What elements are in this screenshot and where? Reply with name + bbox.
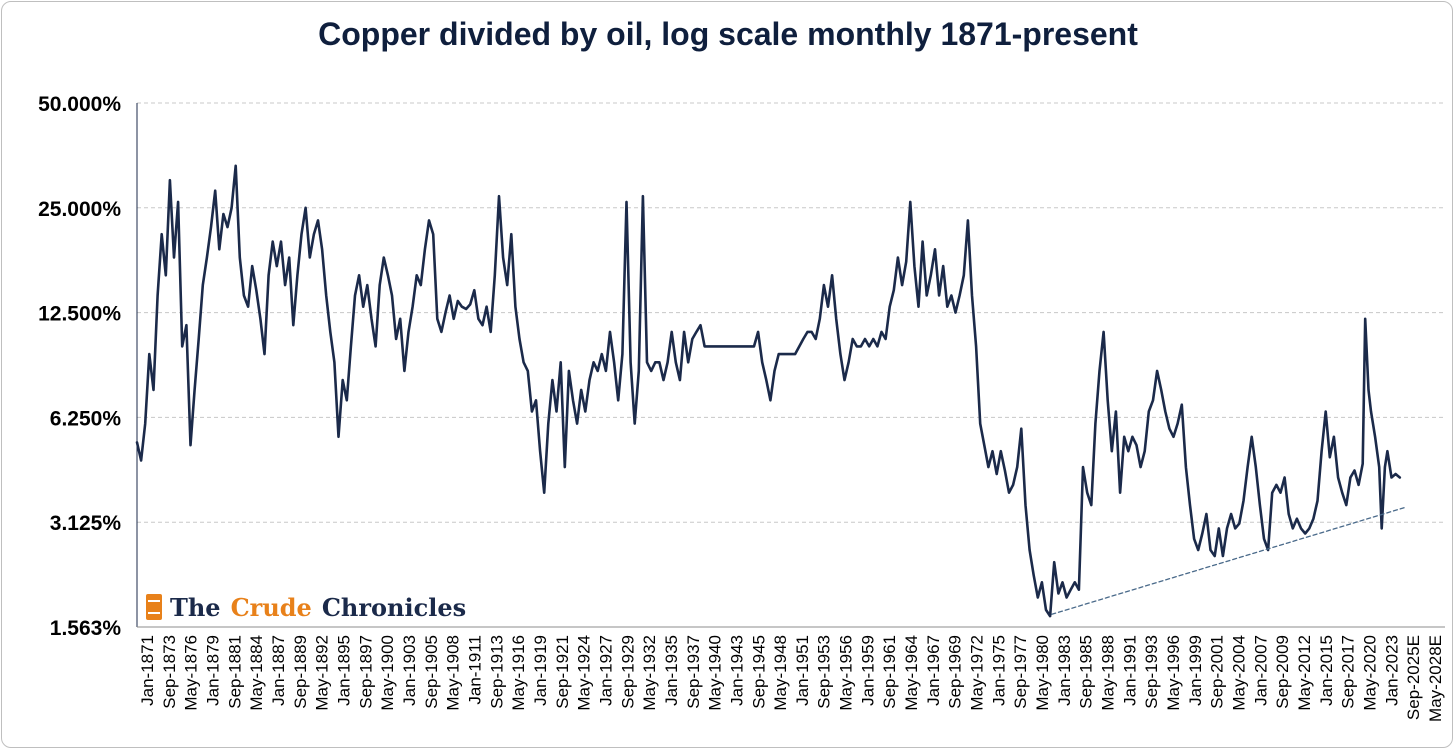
x-tick-label: May-1908 (444, 635, 463, 711)
x-tick-label: Jan-1967 (924, 635, 943, 706)
x-tick-label: Sep-1937 (684, 635, 703, 709)
x-tick-label: Jan-2023 (1382, 635, 1401, 706)
trend-line (1051, 506, 1407, 615)
x-tick-label: May-1940 (706, 635, 725, 711)
x-tick-label: Jan-1983 (1055, 635, 1074, 706)
x-tick-label: Sep-1953 (815, 635, 834, 709)
gridlines (136, 102, 1445, 628)
x-tick-label: Sep-1897 (356, 635, 375, 709)
y-tick-label: 6.250% (50, 407, 122, 430)
x-tick-label: Sep-1889 (291, 635, 310, 709)
x-tick-label: May-1916 (509, 635, 528, 711)
series-line (135, 164, 1402, 618)
x-tick-label: Sep-1961 (880, 635, 899, 709)
x-tick-label: Jan-1919 (531, 635, 550, 706)
x-tick-label: May-1964 (902, 635, 921, 711)
x-tick-label: Sep-2009 (1273, 635, 1292, 709)
x-tick-label: Jan-1895 (335, 635, 354, 706)
x-tick-label: Sep-1993 (1142, 635, 1161, 709)
x-tick-label: Jan-1935 (662, 635, 681, 706)
x-tick-label: Sep-1873 (160, 635, 179, 709)
x-tick-label: Sep-2017 (1339, 635, 1358, 709)
brand-word-crude: Crude (230, 592, 312, 622)
y-tick-label: 1.563% (50, 617, 122, 640)
brand-logo: The Crude Chronicles (146, 591, 466, 623)
x-tick-label: Jan-2007 (1251, 635, 1270, 706)
x-tick-label: Jan-1943 (727, 635, 746, 706)
x-tick-label: Jan-1903 (400, 635, 419, 706)
x-tick-label: May-1988 (1099, 635, 1118, 711)
x-tick-label: Sep-1905 (422, 635, 441, 709)
x-tick-label: Sep-1985 (1077, 635, 1096, 709)
x-tick-label: Sep-1929 (618, 635, 637, 709)
x-tick-label: Jan-1871 (138, 635, 157, 706)
x-tick-label: Jan-1999 (1186, 635, 1205, 706)
y-axis-ticks: 50.000% 25.000% 12.500% 6.250% 3.125% 1.563% (38, 93, 121, 640)
y-tick-label: 50.000% (38, 93, 121, 116)
x-tick-label: May-1996 (1164, 635, 1183, 711)
x-tick-label: Jan-1879 (204, 635, 223, 706)
y-tick-label: 3.125% (50, 512, 122, 535)
x-tick-label: Jan-1927 (596, 635, 615, 706)
x-tick-label: May-2012 (1295, 635, 1314, 711)
x-tick-label: May-1892 (313, 635, 332, 711)
x-tick-label: Jan-1911 (466, 635, 485, 705)
x-tick-label: Sep-2025E (1404, 635, 1423, 720)
y-tick-label: 25.000% (38, 198, 121, 221)
x-tick-label: May-1972 (968, 635, 987, 711)
x-tick-label: Sep-1881 (225, 635, 244, 709)
x-tick-label: May-1932 (640, 635, 659, 711)
series-layer (135, 164, 1407, 618)
x-tick-label: Sep-1913 (487, 635, 506, 709)
x-axis-ticks: Jan-1871 Sep-1873 May-1876 Jan-1879 Sep-1881… (138, 635, 1445, 722)
x-tick-label: Jan-1959 (858, 635, 877, 706)
x-tick-label: Sep-1977 (1011, 635, 1030, 709)
x-tick-label: May-1956 (837, 635, 856, 711)
x-tick-label: Sep-1921 (553, 635, 572, 709)
brand-word-the: The (170, 592, 221, 622)
x-tick-label: Jan-2015 (1317, 635, 1336, 706)
x-tick-label: Jan-1975 (989, 635, 1008, 706)
x-tick-label: May-2028E (1426, 635, 1445, 722)
x-tick-label: May-1948 (771, 635, 790, 711)
x-tick-label: Sep-1969 (946, 635, 965, 709)
brand-word-chronicles: Chronicles (321, 592, 467, 622)
x-tick-label: May-2020 (1361, 635, 1380, 711)
x-tick-label: May-2004 (1230, 635, 1249, 711)
x-tick-label: Jan-1991 (1120, 635, 1139, 706)
x-tick-label: Sep-2001 (1208, 635, 1227, 709)
oil-barrel-icon (146, 594, 162, 620)
x-tick-label: Jan-1951 (793, 635, 812, 706)
x-tick-label: Jan-1887 (269, 635, 288, 706)
chart-title: Copper divided by oil, log scale monthly… (318, 16, 1138, 52)
y-tick-label: 12.500% (38, 303, 121, 326)
x-tick-label: May-1924 (575, 635, 594, 711)
x-tick-label: Sep-1945 (749, 635, 768, 709)
x-tick-label: May-1900 (378, 635, 397, 711)
x-tick-label: May-1884 (247, 635, 266, 711)
x-tick-label: May-1980 (1033, 635, 1052, 711)
x-tick-label: May-1876 (182, 635, 201, 711)
